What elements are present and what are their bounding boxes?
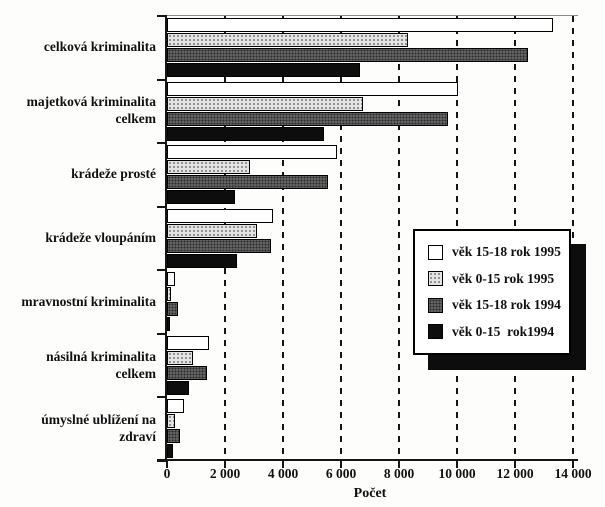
bar-dark-halftone [167,175,328,190]
x-tick-label: 4 000 [267,466,299,481]
x-axis-title: Počet [353,486,387,501]
legend-label: věk 15-18 rok 1994 [452,297,561,313]
legend-item: věk 0-15 rok 1995 [428,271,569,287]
bar-group [167,143,578,209]
bar-group [167,334,578,400]
legend-item: věk 0-15 rok1994 [428,324,569,340]
category-label: mravnostní kriminalita [21,293,156,309]
legend-label: věk 0-15 rok1994 [452,323,555,339]
x-axis-tick [340,459,342,468]
light-halftone-swatch-icon [428,271,443,287]
legend-item: věk 15-18 rok 1994 [428,297,569,313]
gridline-2000 [224,16,226,461]
x-tick-label: 10 000 [438,466,476,481]
bar-black [167,126,324,141]
category-label: úmyslné ublížení na zdraví [41,412,156,445]
bar-white [167,272,176,287]
category-label: majetková kriminalita celkem [26,94,156,127]
bar-dark-halftone [167,429,181,444]
bar-group [167,16,578,82]
dark-halftone-swatch-icon [428,297,443,313]
bar-white [167,335,210,350]
plot-area [157,15,578,462]
gridline-4000 [282,16,284,461]
x-tick-label: 6 000 [325,466,357,481]
x-axis-tick [224,459,226,468]
bar-light-halftone [167,223,257,238]
x-tick-label: 12 000 [496,466,534,481]
black-swatch-icon [428,324,443,340]
y-axis-tick [157,396,167,399]
legend: věk 15-18 rok 1995 věk 0-15 rok 1995 věk 1… [413,229,571,355]
y-axis-tick [157,142,167,145]
bar-light-halftone [167,414,175,429]
bar-group [167,207,578,273]
bar-white [167,399,184,414]
legend-label: věk 15-18 rok 1995 [452,244,561,260]
bar-group [167,80,578,146]
bar-light-halftone [167,96,363,111]
bar-white [167,208,273,223]
x-tick-label: 14 000 [554,466,592,481]
bar-dark-halftone [167,48,529,62]
category-label: násilná kriminalita celkem [46,348,156,381]
x-axis-tick [456,459,458,468]
bar-white [167,145,337,160]
bar-light-halftone [167,160,250,175]
x-tick-label: 2 000 [209,466,241,481]
legend-label: věk 0-15 rok 1995 [452,270,555,286]
bar-black [167,444,174,459]
x-tick-label: 8 000 [383,466,415,481]
bar-black [167,63,360,77]
bar-white [167,18,553,32]
bar-white [167,81,459,96]
x-axis-tick [282,459,284,468]
category-label: krádeže vloupáním [45,229,156,245]
x-axis-tick [514,459,516,468]
bar-black [167,380,190,395]
x-tick-label: 0 [163,466,171,481]
gridline-6000 [340,16,342,461]
bar-light-halftone [167,350,194,365]
gridline-14000 [572,16,574,461]
bar-dark-halftone [167,302,178,317]
y-axis-tick [157,460,167,462]
bar-group [167,270,578,336]
x-axis-tick [398,459,400,468]
bar-light-halftone [167,287,172,302]
x-axis-tick [166,459,168,468]
bar-dark-halftone [167,365,208,380]
bar-black [167,317,171,332]
category-label: celková kriminalita [43,39,156,55]
y-axis-tick [157,15,167,17]
bar-dark-halftone [167,111,449,126]
bar-dark-halftone [167,238,272,253]
gridline-8000 [398,16,400,461]
bar-light-halftone [167,33,408,47]
x-axis-line [157,459,578,461]
y-axis-tick [157,332,167,335]
white-swatch-icon [428,244,443,260]
category-label: krádeže prosté [71,166,156,182]
bar-group [167,397,578,463]
bar-black [167,253,237,268]
legend-item: věk 15-18 rok 1995 [428,244,569,260]
y-axis-tick [157,78,167,81]
bar-black [167,190,236,205]
y-axis-line [165,15,167,461]
y-axis-tick [157,269,167,272]
bar-layer [167,16,578,461]
y-axis-tick [157,205,167,208]
x-axis-tick [572,459,574,468]
